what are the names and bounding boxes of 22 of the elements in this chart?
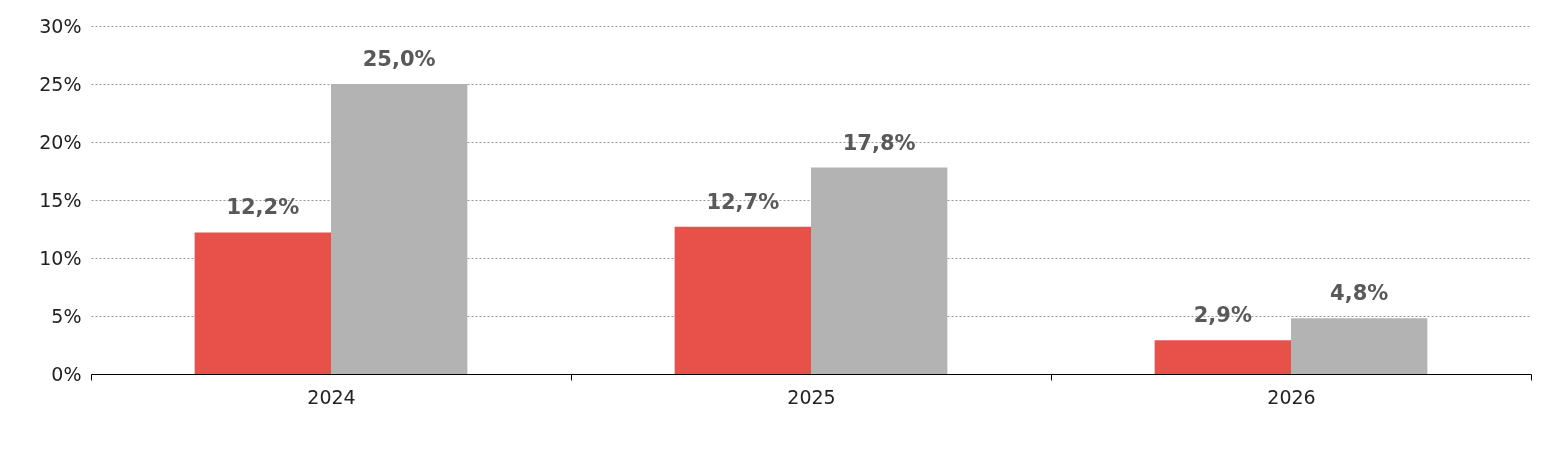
- y-tick-label: 30%: [39, 14, 82, 37]
- bar: [194, 232, 331, 374]
- y-tick-label: 20%: [39, 130, 82, 153]
- bar: [1154, 340, 1291, 374]
- data-label: 25,0%: [362, 47, 436, 71]
- y-tick-label: 10%: [39, 246, 82, 269]
- data-label: 17,8%: [842, 130, 916, 155]
- y-tick-label: 15%: [39, 188, 82, 211]
- y-tick-label: 0%: [51, 362, 82, 385]
- bar: [674, 226, 811, 374]
- bar: [811, 167, 948, 374]
- x-tick-label: 2025: [787, 385, 836, 408]
- bar: [331, 84, 468, 374]
- y-tick-label: 25%: [39, 72, 82, 95]
- x-tick-label: 2024: [307, 385, 356, 408]
- data-label: 12,7%: [706, 189, 780, 214]
- y-tick-label: 5%: [51, 304, 82, 327]
- bar: [1291, 318, 1428, 374]
- data-label: 2,9%: [1193, 303, 1252, 328]
- x-tick-label: 2026: [1267, 385, 1316, 408]
- data-label: 4,8%: [1330, 281, 1389, 306]
- data-label: 12,2%: [226, 195, 300, 220]
